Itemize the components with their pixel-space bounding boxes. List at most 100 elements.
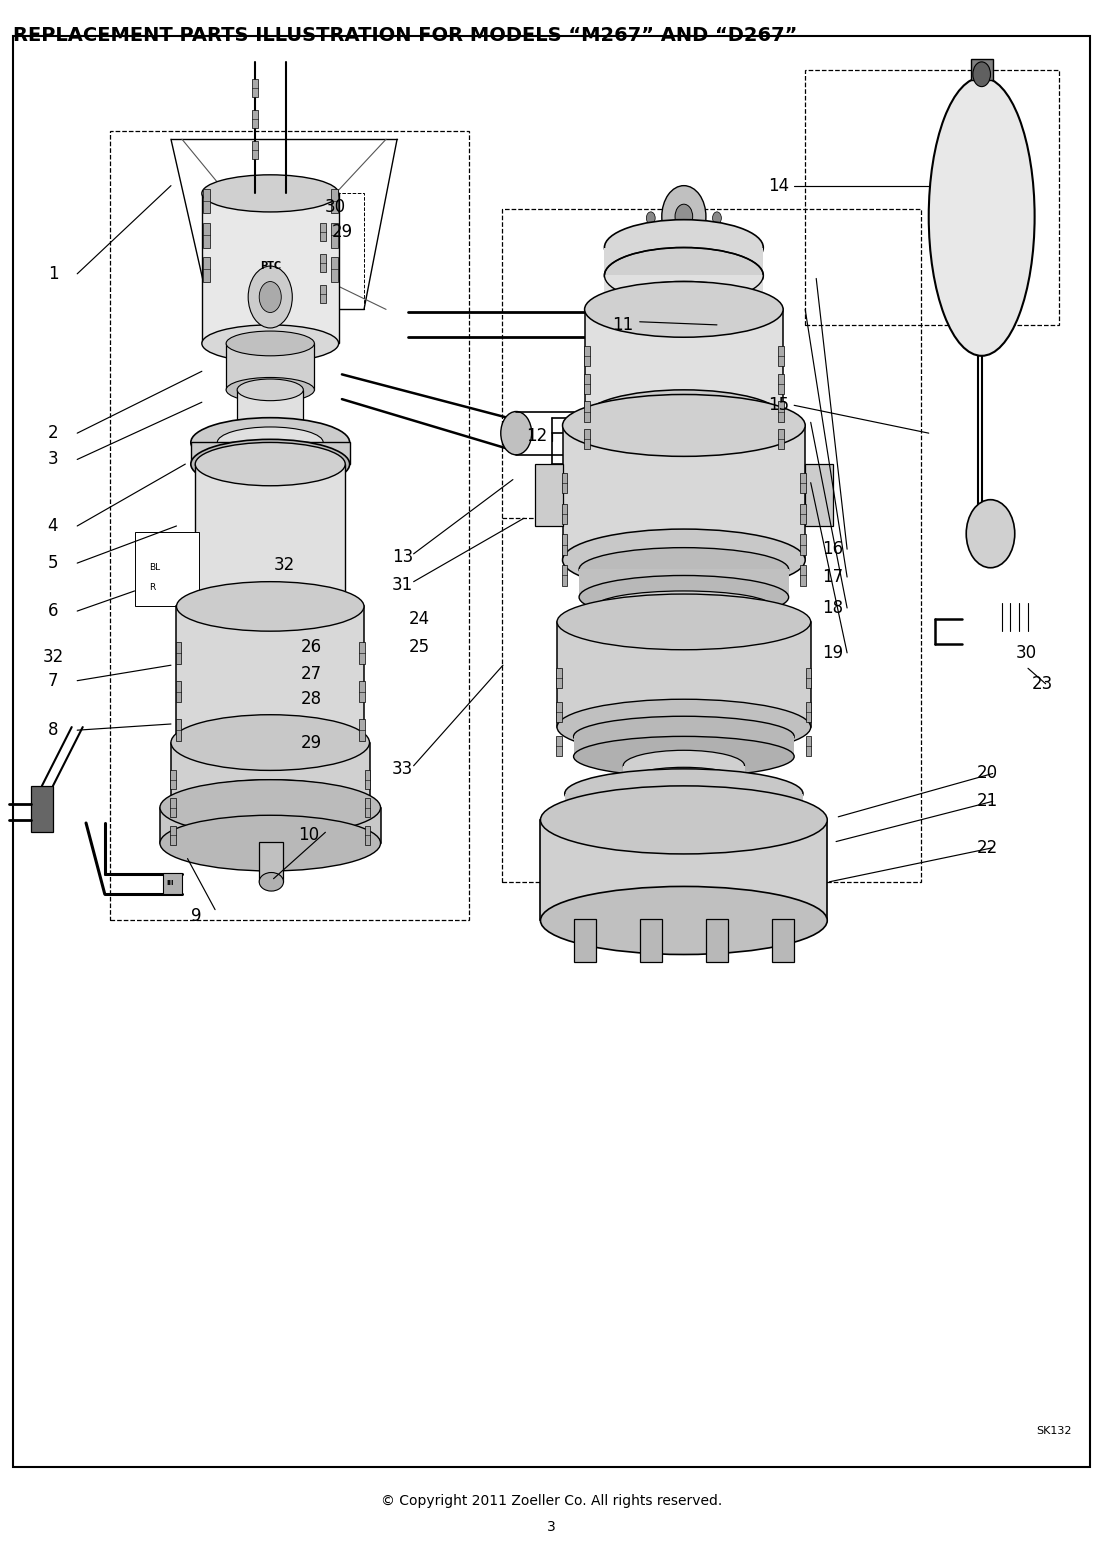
Circle shape (966, 500, 1015, 568)
Bar (170, 826, 176, 845)
Ellipse shape (623, 410, 745, 441)
Bar (331, 223, 338, 248)
Bar (779, 345, 783, 365)
Ellipse shape (585, 282, 783, 337)
Ellipse shape (623, 750, 745, 781)
Bar (563, 503, 568, 523)
Bar (585, 401, 590, 421)
Circle shape (646, 212, 655, 224)
Ellipse shape (563, 394, 805, 456)
Bar (170, 770, 176, 789)
Ellipse shape (579, 575, 789, 619)
Bar (360, 642, 364, 664)
Bar (706, 919, 728, 962)
Ellipse shape (540, 886, 827, 954)
Ellipse shape (226, 377, 314, 402)
Text: 32: 32 (42, 648, 64, 667)
Ellipse shape (604, 220, 763, 275)
Ellipse shape (540, 786, 827, 854)
Bar (805, 701, 812, 721)
Bar (175, 681, 181, 702)
Text: 1: 1 (47, 265, 58, 283)
Bar (585, 309, 783, 418)
Bar (574, 736, 794, 756)
Bar (623, 766, 745, 783)
Bar (801, 535, 805, 555)
Bar (540, 820, 827, 920)
Bar (502, 209, 921, 882)
Bar (259, 842, 283, 882)
Ellipse shape (579, 548, 789, 591)
Circle shape (275, 501, 288, 520)
Ellipse shape (604, 282, 763, 337)
Bar (110, 131, 469, 920)
Ellipse shape (596, 591, 772, 622)
Ellipse shape (171, 780, 370, 835)
Circle shape (973, 62, 990, 87)
Ellipse shape (565, 795, 803, 845)
Circle shape (746, 241, 754, 254)
Text: 3: 3 (547, 1519, 556, 1535)
Ellipse shape (226, 331, 314, 356)
Text: 7: 7 (47, 671, 58, 690)
Ellipse shape (204, 178, 336, 209)
Ellipse shape (623, 767, 745, 798)
Bar (563, 535, 568, 555)
Bar (364, 770, 370, 789)
Bar (779, 373, 783, 393)
Ellipse shape (563, 529, 805, 591)
Text: 32: 32 (274, 555, 296, 574)
Bar (805, 464, 833, 526)
Bar (360, 681, 364, 702)
Bar (563, 425, 805, 560)
Circle shape (713, 271, 721, 283)
Text: 30: 30 (324, 198, 346, 217)
Text: 29: 29 (300, 733, 322, 752)
Text: 10: 10 (298, 826, 320, 845)
Bar (171, 743, 370, 808)
Bar (237, 390, 303, 436)
Bar (210, 193, 364, 309)
Bar (563, 566, 568, 586)
Bar (364, 826, 370, 845)
Ellipse shape (237, 379, 303, 401)
Ellipse shape (171, 715, 370, 770)
Bar (971, 59, 993, 80)
Bar (801, 566, 805, 586)
Bar (320, 223, 326, 241)
Text: PTC: PTC (259, 261, 281, 271)
Bar (195, 464, 345, 606)
Bar (563, 472, 568, 492)
Text: 15: 15 (768, 396, 790, 415)
Bar (170, 798, 176, 817)
Text: 12: 12 (526, 427, 548, 446)
Bar (585, 373, 590, 393)
Bar (251, 79, 257, 97)
Bar (779, 401, 783, 421)
Bar (226, 343, 314, 390)
Text: 25: 25 (408, 637, 430, 656)
Bar (640, 919, 662, 962)
Text: 5: 5 (47, 554, 58, 572)
Circle shape (613, 241, 622, 254)
Bar (574, 919, 596, 962)
Bar (203, 257, 210, 282)
Text: 29: 29 (331, 223, 353, 241)
Text: 19: 19 (822, 644, 844, 662)
Ellipse shape (574, 716, 794, 756)
Ellipse shape (574, 736, 794, 777)
Text: 13: 13 (392, 548, 414, 566)
Bar (191, 442, 350, 464)
Bar (203, 223, 210, 248)
Ellipse shape (191, 418, 350, 467)
Ellipse shape (259, 873, 283, 891)
Bar (331, 257, 338, 282)
Bar (557, 736, 563, 755)
Ellipse shape (195, 585, 345, 628)
Ellipse shape (585, 390, 783, 446)
Ellipse shape (593, 402, 774, 449)
Bar (557, 701, 563, 721)
Text: SK132: SK132 (1037, 1426, 1072, 1436)
Circle shape (646, 271, 655, 283)
Text: 17: 17 (822, 568, 844, 586)
